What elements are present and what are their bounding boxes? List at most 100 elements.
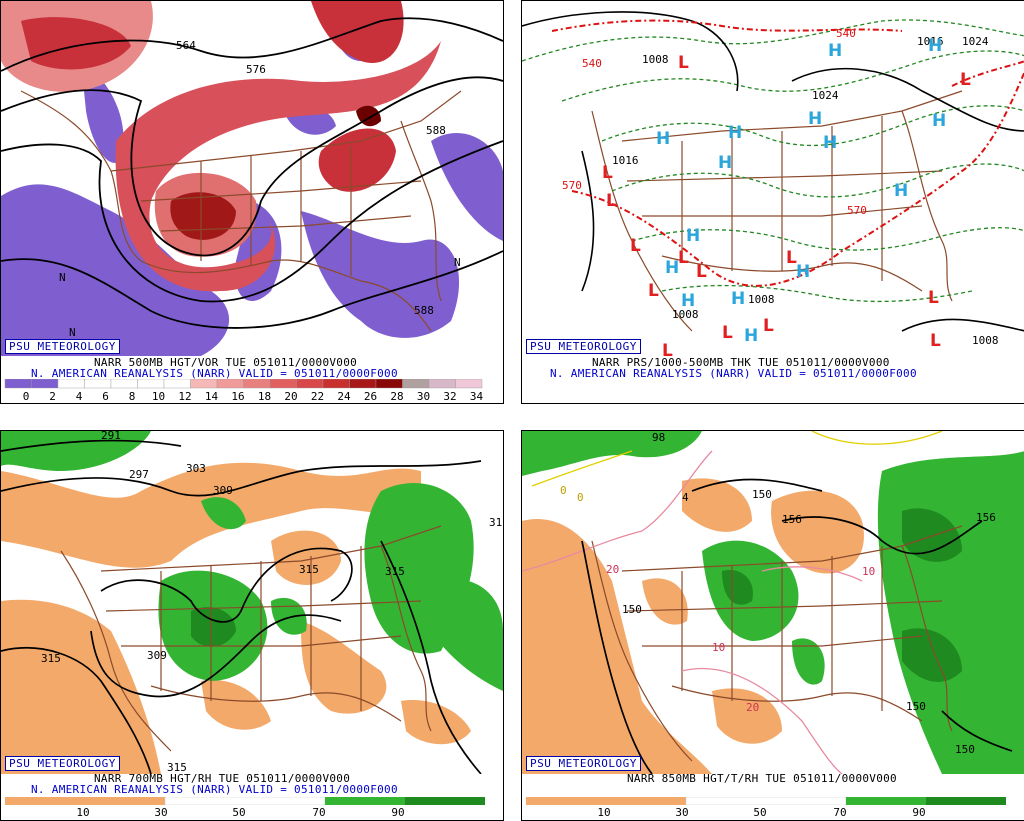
colorbar-segment	[163, 379, 191, 389]
colorbar-tick: 0	[22, 390, 30, 403]
contour-labels: 1008 1024 1016 1008 1008 1016 1024 540 5…	[562, 27, 999, 347]
contour-label: 315	[385, 565, 405, 578]
panel-caption: NARR 850MB HGT/T/RH TUE 051011/0000V000	[627, 772, 897, 785]
colorbar-segment	[349, 379, 377, 389]
panel-subcaption: N. AMERICAN REANALYSIS (NARR) VALID = 05…	[550, 367, 917, 380]
contour-labels: 564 576 588 588 N N N	[59, 39, 461, 339]
contour-label: 1024	[812, 89, 839, 102]
low-marker: L	[960, 70, 971, 90]
colorbar-segment	[428, 379, 456, 389]
panel-850mb-temperature-humidity: 150 156 156 150 150 150 20 10 10 20 0 0 …	[521, 430, 1024, 821]
low-marker: L	[678, 53, 689, 73]
colorbar-tick: 34	[469, 390, 484, 403]
map-500mb: 564 576 588 588 N N N	[1, 1, 503, 356]
panel-subcaption: N. AMERICAN REANALYSIS (NARR) VALID = 05…	[31, 367, 398, 380]
contour-label: 309	[213, 484, 233, 497]
map-850mb: 150 156 156 150 150 150 20 10 10 20 0 0 …	[522, 431, 1024, 774]
panel-caption: NARR 500MB HGT/VOR TUE 051011/0000V000	[94, 356, 358, 369]
contour-label: 0	[560, 484, 567, 497]
colorbar-segment	[375, 379, 403, 389]
contour-label: 1008	[972, 334, 999, 347]
colorbar-segment	[31, 379, 59, 389]
high-marker: H	[731, 289, 745, 309]
contour-label: 588	[426, 124, 446, 137]
contour-label: 309	[147, 649, 167, 662]
humidity-colorbar-ticks: 10 30 50 70 90	[1, 806, 503, 819]
colorbar-tick: 32	[443, 390, 457, 403]
low-marker: L	[662, 341, 673, 356]
vorticity-colorbar-ticks: 0 2 4 6 8 10 12 14 16 18 20 22 24 26 28 30 32 34	[1, 390, 503, 403]
contour-label: 1008	[642, 53, 669, 66]
low-marker: L	[763, 316, 774, 336]
high-marker: H	[728, 123, 742, 143]
contour-label: 291	[101, 431, 121, 442]
colorbar-segment	[322, 379, 350, 389]
high-marker: H	[932, 111, 946, 131]
contour-label: 10	[862, 565, 875, 578]
high-marker: H	[718, 153, 732, 173]
colorbar-tick: 18	[257, 390, 272, 403]
state-borders	[591, 90, 963, 332]
contour-label: 570	[847, 204, 867, 217]
contour-label: 150	[622, 603, 642, 616]
moist-humidity-areas	[1, 431, 503, 691]
low-marker: L	[786, 248, 797, 268]
low-marker: L	[930, 331, 941, 351]
low-marker: L	[648, 281, 659, 301]
panel-subcaption: N. AMERICAN REANALYSIS (NARR) VALID = 05…	[31, 783, 398, 796]
map-700mb: 291 297 303 309 315 315 315 309 315 31	[1, 431, 503, 774]
colorbar-tick: 30	[416, 390, 431, 403]
contour-label: 315	[41, 652, 61, 665]
low-marker: L	[678, 248, 689, 268]
colorbar-tick: 24	[337, 390, 351, 403]
low-marker: L	[606, 191, 617, 211]
contour-label: 150	[955, 743, 975, 756]
low-marker: L	[928, 288, 939, 308]
colorbar-tick: 20	[284, 390, 298, 403]
colorbar-tick: 70	[312, 806, 326, 819]
freezing-contours	[531, 431, 943, 487]
colorbar-segment	[110, 379, 138, 389]
colorbar-tick: 6	[102, 390, 109, 403]
height-contours	[1, 17, 503, 329]
contour-label: 98	[652, 431, 665, 444]
colorbar-tick: 10	[597, 806, 611, 819]
panel-surface-pressure-thickness: 1008 1024 1016 1008 1008 1016 1024 540 5…	[521, 0, 1024, 404]
state-borders	[60, 525, 442, 752]
colorbar-segment	[4, 379, 32, 389]
high-marker: H	[665, 258, 679, 278]
colorbar-tick: 4	[75, 390, 83, 403]
colorbar-tick: 8	[128, 390, 136, 403]
psu-meteorology-badge: PSU METEOROLOGY	[526, 756, 641, 771]
colorbar-tick: 50	[232, 806, 246, 819]
contour-labels: 291 297 303 309 315 315 315 309 315 31	[41, 431, 502, 774]
pressure-contours	[522, 11, 1024, 332]
high-marker: H	[823, 133, 837, 153]
colorbar-tick: 70	[833, 806, 847, 819]
low-marker: L	[602, 163, 613, 183]
high-marker: H	[744, 326, 758, 346]
contour-label: 4	[682, 491, 689, 504]
contour-label: 315	[167, 761, 187, 774]
colorbar-segment	[402, 379, 430, 389]
colorbar-tick: 10	[76, 806, 90, 819]
contour-label: 570	[562, 179, 582, 192]
n-label: N	[454, 256, 461, 269]
n-label: N	[59, 271, 66, 284]
high-marker: H	[928, 36, 942, 56]
low-marker: L	[722, 323, 733, 343]
thickness-contours	[551, 19, 1024, 287]
colorbar-tick: 28	[390, 390, 404, 403]
high-marker: H	[894, 181, 908, 201]
colorbar-tick: 90	[912, 806, 926, 819]
contour-label: 540	[836, 27, 856, 40]
colorbar-tick: 90	[391, 806, 405, 819]
state-borders	[20, 90, 462, 332]
vorticity-colorbar	[4, 379, 483, 389]
colorbar-segment	[216, 379, 244, 389]
panel-500mb-vorticity: 564 576 588 588 N N N PSU METEOROLOGY NA…	[0, 0, 504, 404]
height-contours	[1, 439, 482, 774]
contour-label: 150	[906, 700, 926, 713]
contour-label: 1024	[962, 35, 989, 48]
colorbar-tick: 50	[753, 806, 767, 819]
